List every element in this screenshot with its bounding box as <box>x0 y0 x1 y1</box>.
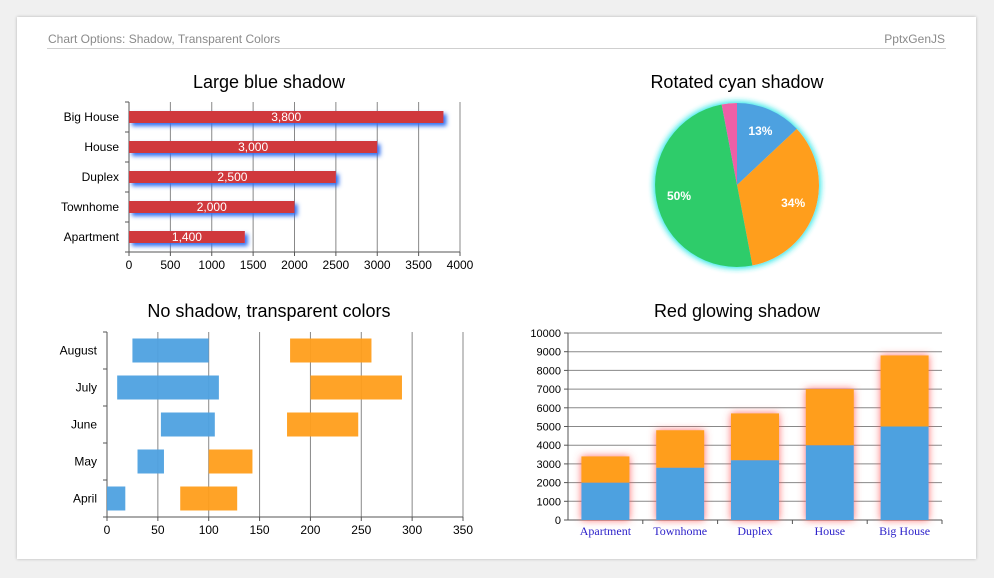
x-tick-label: 4000 <box>447 258 474 272</box>
bar <box>129 201 295 213</box>
y-tick-label: 9000 <box>537 347 561 359</box>
stacked-column <box>880 355 929 520</box>
x-tick-label: 300 <box>402 523 422 537</box>
y-tick-label: 5000 <box>537 422 561 434</box>
header-divider <box>47 48 946 49</box>
x-category-label: Big House <box>879 524 930 538</box>
y-category-label: June <box>71 418 97 432</box>
pie-slice <box>655 104 753 267</box>
x-tick-label: 2000 <box>281 258 308 272</box>
bar-segment <box>880 355 929 427</box>
y-category-label: Townhome <box>61 200 119 214</box>
x-category-label: Apartment <box>580 524 632 538</box>
x-tick-label: 0 <box>104 523 111 537</box>
chart-red-glowing-shadow: Red glowing shadow 0 1000 2000 3000 4000 5000… <box>530 301 943 538</box>
pie-slice <box>737 128 819 266</box>
x-tick-label: 0 <box>126 258 133 272</box>
y-tick-label: 8000 <box>537 365 561 377</box>
data-label: 1,400 <box>172 230 202 244</box>
bar <box>287 412 359 437</box>
bar-segment <box>731 413 779 461</box>
pie-slice-label: 50% <box>667 189 691 203</box>
x-tick-label: 350 <box>453 523 473 537</box>
x-tick-label: 100 <box>199 523 219 537</box>
pie-slice-label: 13% <box>748 124 772 138</box>
bar <box>132 338 209 363</box>
x-tick-label: 500 <box>160 258 180 272</box>
bar <box>129 231 245 243</box>
data-label: 3,800 <box>271 110 301 124</box>
bar <box>117 375 219 400</box>
bar <box>129 171 336 183</box>
stacked-column <box>731 413 779 520</box>
stacked-column <box>656 430 705 520</box>
x-tick-label: 3000 <box>364 258 391 272</box>
bar-segment <box>581 456 630 483</box>
y-tick-label: 10000 <box>530 328 561 340</box>
header-title: Chart Options: Shadow, Transparent Color… <box>48 32 281 46</box>
x-tick-label: 1000 <box>198 258 225 272</box>
y-category-label: August <box>60 344 98 358</box>
chart-large-blue-shadow: Large blue shadow 0 500 1000 1500 2000 2500 30… <box>61 72 474 272</box>
y-tick-label: 4000 <box>537 440 561 452</box>
data-label: 2,000 <box>197 200 227 214</box>
stacked-column <box>581 456 630 520</box>
x-tick-label: 200 <box>300 523 320 537</box>
pie-group <box>655 103 819 267</box>
bar-segment <box>656 467 705 520</box>
y-category-label: July <box>76 381 97 395</box>
header-brand: PptxGenJS <box>884 32 945 46</box>
y-tick-label: 6000 <box>537 403 561 415</box>
y-tick-label: 1000 <box>537 496 561 508</box>
bar-segment <box>805 445 854 520</box>
y-tick-label: 3000 <box>537 459 561 471</box>
stacked-column <box>805 389 854 520</box>
bar <box>129 141 378 153</box>
x-category-label: House <box>814 524 845 538</box>
bar <box>160 412 215 437</box>
x-category-label: Townhome <box>653 524 707 538</box>
bar <box>290 338 372 363</box>
pie-slice <box>737 103 797 185</box>
y-category-label: April <box>73 492 97 506</box>
bar <box>180 486 238 511</box>
bar-segment <box>656 430 705 468</box>
bar <box>129 111 444 123</box>
chart-title: No shadow, transparent colors <box>147 301 390 321</box>
chart-title: Red glowing shadow <box>654 301 821 321</box>
bar-segment <box>805 389 854 446</box>
chart-title: Large blue shadow <box>193 72 346 92</box>
pie-slice <box>721 103 737 185</box>
y-category-label: House <box>84 140 119 154</box>
y-tick-label: 7000 <box>537 384 561 396</box>
bar <box>310 375 402 400</box>
y-category-label: Apartment <box>64 230 120 244</box>
bar-segment <box>581 482 630 520</box>
data-label: 3,000 <box>238 140 268 154</box>
bar <box>107 486 126 511</box>
y-tick-label: 0 <box>555 515 561 527</box>
bar <box>137 449 164 474</box>
x-tick-label: 3500 <box>405 258 432 272</box>
y-category-label: Duplex <box>82 170 119 184</box>
chart-rotated-cyan-shadow: Rotated cyan shadow 13% 34% 50% <box>650 72 825 267</box>
x-tick-label: 2500 <box>323 258 350 272</box>
x-tick-label: 1500 <box>240 258 267 272</box>
chart-title: Rotated cyan shadow <box>650 72 824 92</box>
bar-segment <box>880 426 929 520</box>
x-tick-label: 250 <box>351 523 371 537</box>
chart-no-shadow-transparent: No shadow, transparent colors 0 50 100 150 2… <box>60 301 474 537</box>
x-category-label: Duplex <box>737 524 772 538</box>
bar <box>208 449 253 474</box>
x-tick-label: 150 <box>250 523 270 537</box>
data-label: 2,500 <box>217 170 247 184</box>
y-category-label: Big House <box>64 110 120 124</box>
x-tick-label: 50 <box>151 523 165 537</box>
y-category-label: May <box>74 455 97 469</box>
bar-segment <box>731 460 779 520</box>
pie-slice-label: 34% <box>781 196 805 210</box>
y-tick-label: 2000 <box>537 478 561 490</box>
